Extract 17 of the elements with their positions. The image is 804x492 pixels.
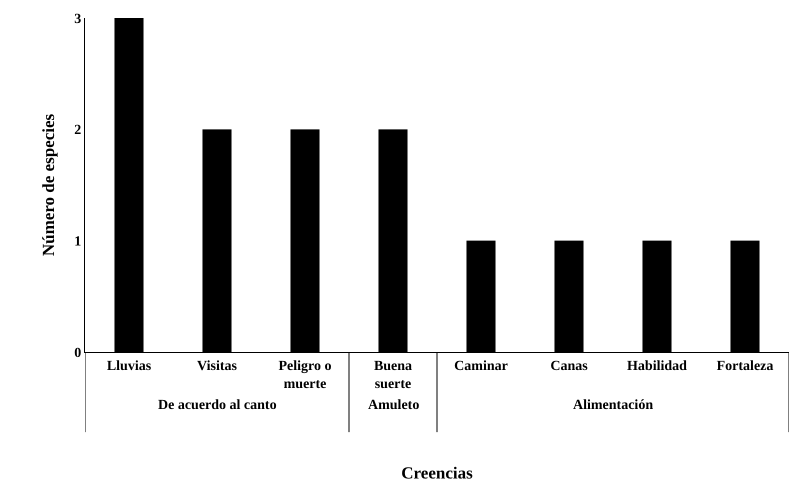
y-tick-label: 2: [74, 123, 82, 138]
x-tick-label: Visitas: [197, 358, 238, 374]
y-axis-title: Número de especies: [38, 113, 58, 256]
x-axis-title: Creencias: [401, 463, 474, 482]
x-tick-label: Lluvias: [106, 358, 152, 374]
text: Alimentación: [573, 398, 654, 413]
y-tick-label: 3: [74, 12, 82, 27]
text: De acuerdo al canto: [158, 398, 277, 413]
x-tick-label: Canas: [550, 358, 588, 374]
x-tick-label: Fortaleza: [716, 358, 774, 374]
x-tick-label: Habilidad: [627, 358, 688, 374]
x-tick-label: Caminar: [454, 358, 508, 374]
y-tick-label: 1: [74, 234, 82, 250]
y-tick-label: 0: [74, 346, 82, 361]
x-tick-label: Buena suerte: [374, 358, 412, 392]
x-tick-label: Peligro o muerte: [278, 358, 332, 392]
text: Amuleto: [368, 398, 420, 413]
